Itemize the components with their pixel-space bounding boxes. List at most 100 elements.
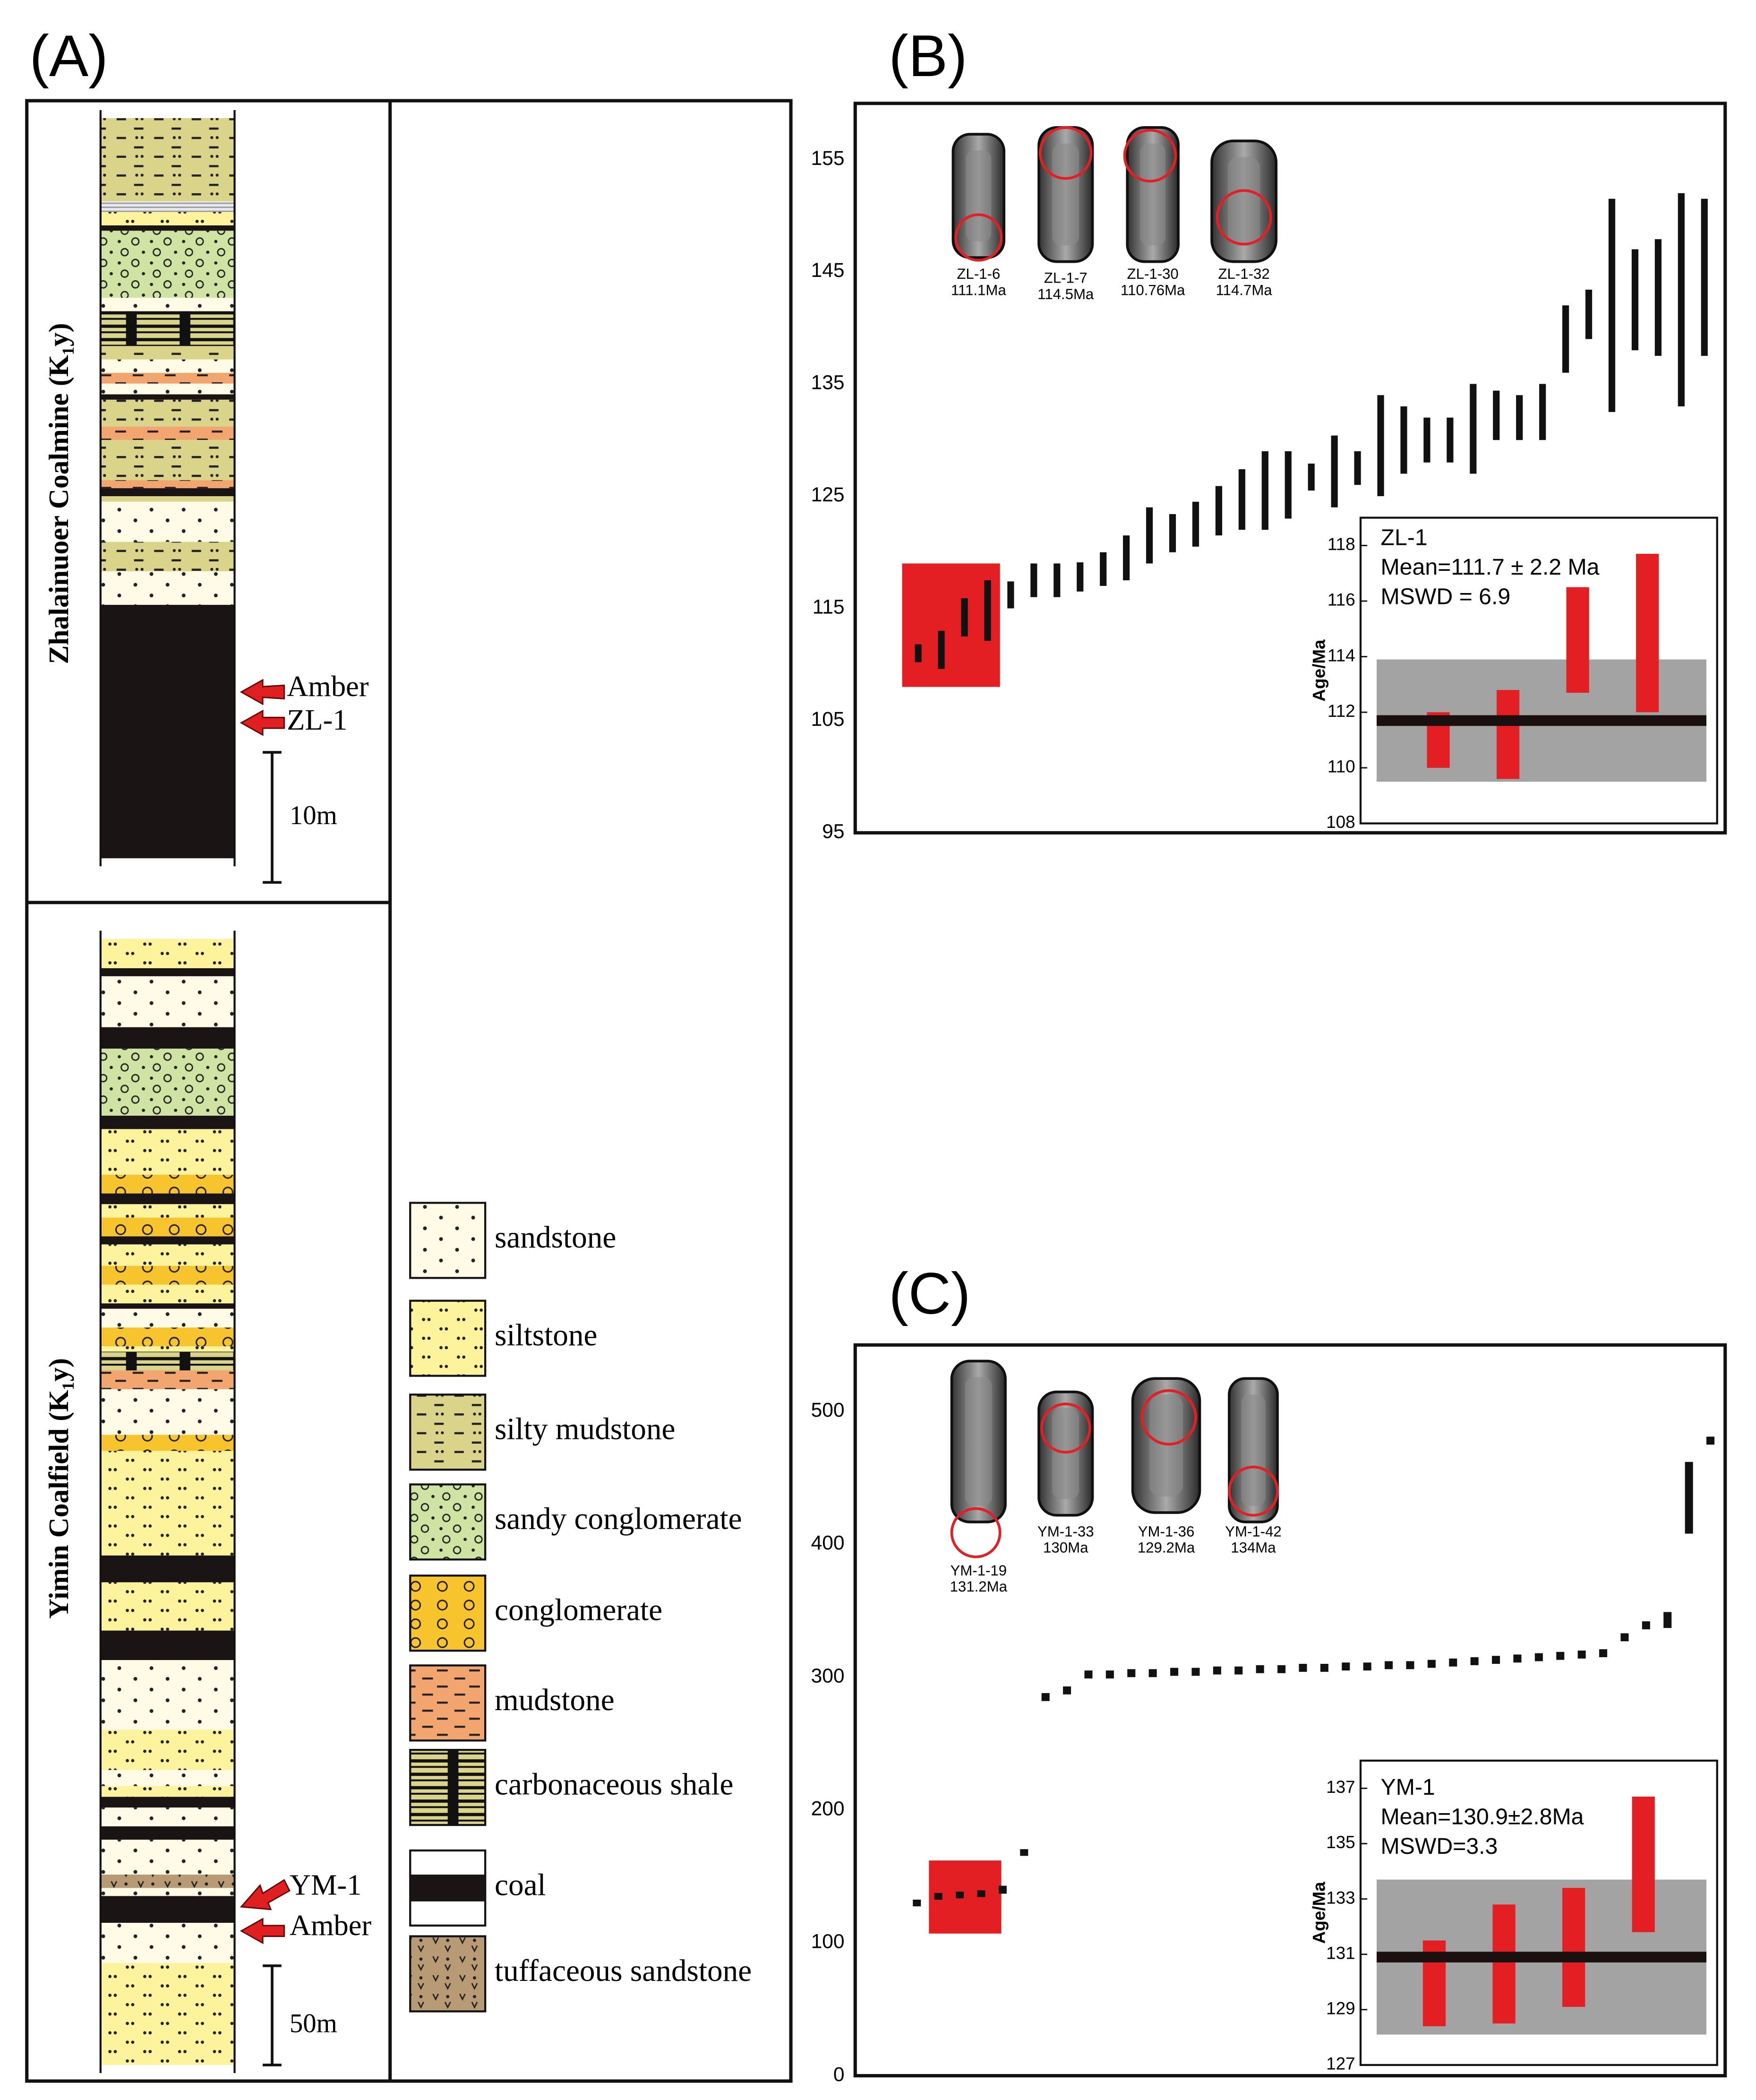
legend-swatch xyxy=(409,1664,487,1742)
legend-label: sandstone xyxy=(495,1221,616,1255)
age-bar xyxy=(1400,406,1407,474)
spot-circle xyxy=(954,213,1003,262)
age-bar xyxy=(938,630,945,669)
layer xyxy=(100,118,235,201)
y-tick-label: 137 xyxy=(1326,1777,1355,1797)
age-bar xyxy=(1678,193,1685,406)
layer xyxy=(100,1236,235,1245)
age-bar xyxy=(1191,1668,1200,1676)
age-bar xyxy=(1631,249,1639,351)
layer xyxy=(100,1370,235,1389)
inset-annotation: MSWD=3.3 xyxy=(1381,1833,1498,1859)
age-bar xyxy=(1406,1661,1414,1670)
age-bar xyxy=(984,580,991,641)
legend-label: mudstone xyxy=(495,1683,615,1717)
grain-id: ZL-1-7 xyxy=(1044,270,1088,286)
age-bar xyxy=(1363,1662,1371,1671)
layer xyxy=(100,1786,235,1797)
layer xyxy=(100,298,235,311)
layer xyxy=(100,1770,235,1786)
layer xyxy=(100,1308,235,1328)
age-bar xyxy=(1192,501,1199,547)
age-bar xyxy=(1308,464,1315,491)
layer xyxy=(100,1875,235,1888)
age-bar xyxy=(1470,384,1477,474)
legend-label: carbonaceous shale xyxy=(495,1768,733,1802)
y-tick-label: 0 xyxy=(833,2063,845,2086)
y-tick-label: 95 xyxy=(822,820,844,843)
inset-annotation: Mean=130.9±2.8Ma xyxy=(1381,1804,1584,1830)
layer xyxy=(100,1027,235,1049)
spot-circle xyxy=(1216,189,1272,246)
age-bar xyxy=(1470,1657,1479,1665)
y-tick-label: 135 xyxy=(811,371,845,394)
layer xyxy=(100,1923,235,1963)
legend-swatch xyxy=(409,1300,487,1377)
zircon-core xyxy=(1052,143,1079,246)
age-bar xyxy=(1620,1633,1629,1642)
age-bar xyxy=(1007,581,1014,609)
age-bar xyxy=(1701,198,1708,356)
layer xyxy=(100,1116,235,1129)
age-bar xyxy=(915,644,922,663)
age-bar xyxy=(1342,1662,1350,1671)
layer xyxy=(100,1265,235,1285)
error-bar xyxy=(1566,587,1589,693)
y-tick-label: 131 xyxy=(1326,1943,1355,1962)
age-bar xyxy=(1492,1656,1500,1664)
layer xyxy=(100,1204,235,1218)
layer xyxy=(100,1660,235,1730)
layer xyxy=(100,212,235,225)
layer xyxy=(100,426,235,440)
annotation: ZL-1 xyxy=(287,703,347,736)
legend-swatch xyxy=(409,1483,487,1561)
zircon-core xyxy=(1241,1394,1266,1506)
scale-bar xyxy=(263,1964,282,2066)
legend-swatch xyxy=(409,1394,487,1471)
layer xyxy=(100,231,235,298)
panel-frame xyxy=(25,99,793,2083)
age-bar xyxy=(1285,451,1292,519)
layer xyxy=(100,488,235,497)
legend-label: coal xyxy=(495,1868,546,1902)
mean-line xyxy=(1377,1952,1707,1962)
annotations: Amber ZL-1 10m YM-1 Amber 50m xyxy=(240,670,371,2066)
age-bar xyxy=(1331,435,1338,508)
arrow xyxy=(240,1879,291,1911)
spot-circle xyxy=(1123,129,1177,183)
zircon-core xyxy=(1140,143,1166,246)
age-bar xyxy=(1123,535,1130,581)
layer xyxy=(100,439,235,481)
layer xyxy=(100,394,235,400)
age-bar xyxy=(1423,417,1430,463)
y-tick-label: 108 xyxy=(1326,812,1355,832)
layer xyxy=(100,373,235,384)
age-bar xyxy=(1234,1666,1243,1675)
age-bar xyxy=(1213,1666,1221,1675)
age-bar xyxy=(998,1885,1007,1894)
highlight-box xyxy=(902,563,1000,687)
age-bar xyxy=(1447,417,1454,463)
mean-line xyxy=(1377,715,1707,726)
legend-swatch xyxy=(410,1875,486,1902)
layer xyxy=(100,1193,235,1205)
grain-age: 110.76Ma xyxy=(1121,282,1185,298)
age-bar xyxy=(1556,1652,1565,1660)
layer xyxy=(100,938,235,968)
error-bar xyxy=(1562,1888,1585,2007)
inset-annotation: MSWD = 6.9 xyxy=(1381,584,1511,610)
y-tick-label: 127 xyxy=(1326,2054,1355,2074)
age-bar xyxy=(977,1890,985,1897)
y-tick-label: 400 xyxy=(811,1532,845,1554)
age-bar xyxy=(1020,1849,1028,1856)
y-axis-label: Age/Ma xyxy=(1310,639,1329,702)
age-bar xyxy=(934,1893,942,1900)
spot-circle xyxy=(1040,1403,1091,1454)
age-bar xyxy=(1320,1664,1328,1672)
age-bar xyxy=(1030,563,1037,597)
layer xyxy=(100,1129,235,1175)
y-tick-label: 118 xyxy=(1328,534,1355,554)
age-bar xyxy=(1261,451,1268,530)
layer xyxy=(100,604,235,859)
legend-label: siltstone xyxy=(495,1318,598,1352)
